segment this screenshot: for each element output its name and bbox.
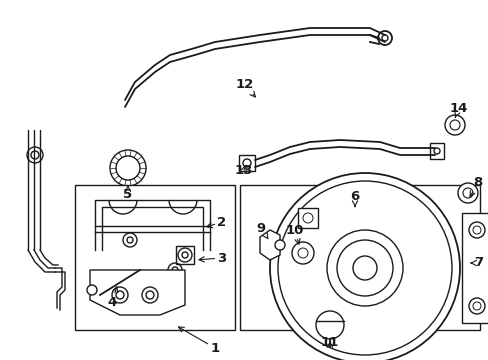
Circle shape bbox=[87, 285, 97, 295]
Circle shape bbox=[444, 115, 464, 135]
Circle shape bbox=[172, 267, 178, 273]
Circle shape bbox=[112, 287, 128, 303]
Circle shape bbox=[468, 298, 484, 314]
Bar bbox=[429, 143, 443, 159]
Text: 13: 13 bbox=[234, 163, 253, 176]
Text: 2: 2 bbox=[206, 216, 226, 229]
Circle shape bbox=[468, 222, 484, 238]
Circle shape bbox=[269, 173, 459, 360]
Bar bbox=[239, 155, 254, 171]
Text: 11: 11 bbox=[320, 336, 339, 348]
Text: 8: 8 bbox=[469, 176, 482, 197]
Bar bbox=[240, 185, 479, 330]
Circle shape bbox=[291, 242, 313, 264]
Polygon shape bbox=[260, 230, 280, 260]
Circle shape bbox=[27, 147, 43, 163]
Circle shape bbox=[95, 293, 105, 303]
Text: 4: 4 bbox=[107, 287, 118, 309]
Bar bbox=[176, 246, 194, 264]
Text: 6: 6 bbox=[350, 190, 359, 206]
Circle shape bbox=[127, 237, 133, 243]
Circle shape bbox=[178, 248, 192, 262]
Bar bbox=[297, 208, 317, 228]
Circle shape bbox=[142, 287, 158, 303]
Bar bbox=[75, 185, 235, 330]
Circle shape bbox=[116, 291, 124, 299]
Circle shape bbox=[182, 252, 187, 258]
Text: 10: 10 bbox=[285, 224, 304, 244]
Text: 1: 1 bbox=[178, 327, 219, 355]
Circle shape bbox=[168, 263, 182, 277]
Circle shape bbox=[274, 240, 285, 250]
Circle shape bbox=[116, 156, 140, 180]
Bar bbox=[461, 213, 488, 323]
Circle shape bbox=[123, 233, 137, 247]
Text: 5: 5 bbox=[123, 186, 132, 202]
Circle shape bbox=[146, 291, 154, 299]
Text: 3: 3 bbox=[199, 252, 226, 265]
Circle shape bbox=[315, 311, 343, 339]
Circle shape bbox=[110, 150, 146, 186]
Circle shape bbox=[457, 183, 477, 203]
Circle shape bbox=[31, 151, 39, 159]
Text: 12: 12 bbox=[235, 78, 255, 97]
Text: 7: 7 bbox=[470, 256, 483, 270]
Text: 14: 14 bbox=[449, 102, 467, 117]
Text: 9: 9 bbox=[256, 221, 267, 239]
Polygon shape bbox=[90, 270, 184, 315]
